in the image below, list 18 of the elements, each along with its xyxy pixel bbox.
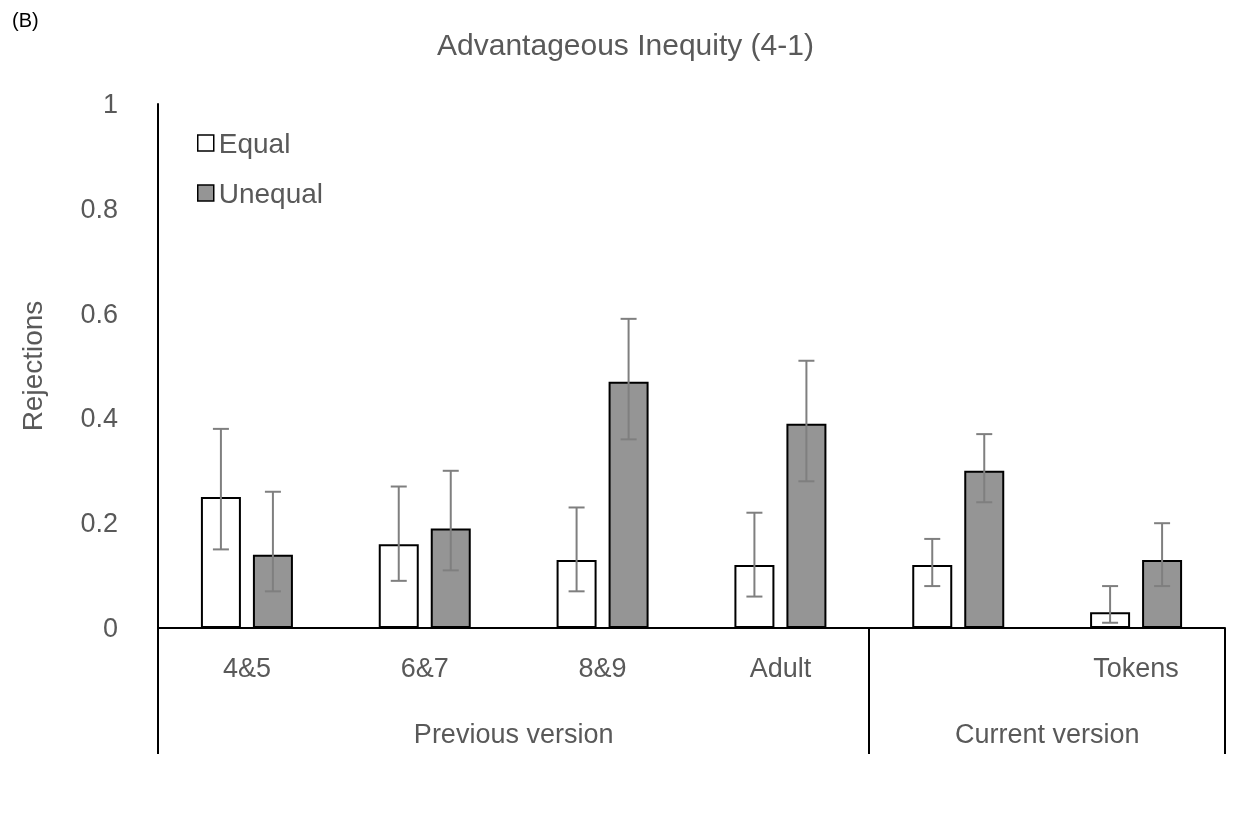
y-tick-label: 0.8 — [80, 193, 118, 224]
x-tick-label: 4&5 — [222, 652, 271, 683]
y-tick-label: 0 — [102, 613, 118, 643]
x-tick-label: Adult — [749, 652, 812, 683]
text: Previous version — [413, 719, 614, 749]
y-tick-label: 0.2 — [80, 508, 118, 539]
chart-title: Advantageous Inequity (4-1) — [437, 27, 814, 61]
text: (B) — [12, 9, 39, 31]
x-tick-label: Tokens — [1093, 652, 1179, 683]
y-tick-label: 0.4 — [80, 403, 118, 434]
x-tick-label: 6&7 — [400, 652, 449, 683]
legend-label: Unequal — [218, 177, 324, 209]
legend-label: Equal — [218, 127, 291, 159]
y-tick-label: 1 — [102, 89, 118, 119]
x-tick-label: 8&9 — [578, 652, 627, 683]
y-axis-title: Rejections — [16, 300, 48, 432]
y-tick-label: 0.6 — [80, 298, 118, 329]
text: Current version — [954, 719, 1140, 749]
